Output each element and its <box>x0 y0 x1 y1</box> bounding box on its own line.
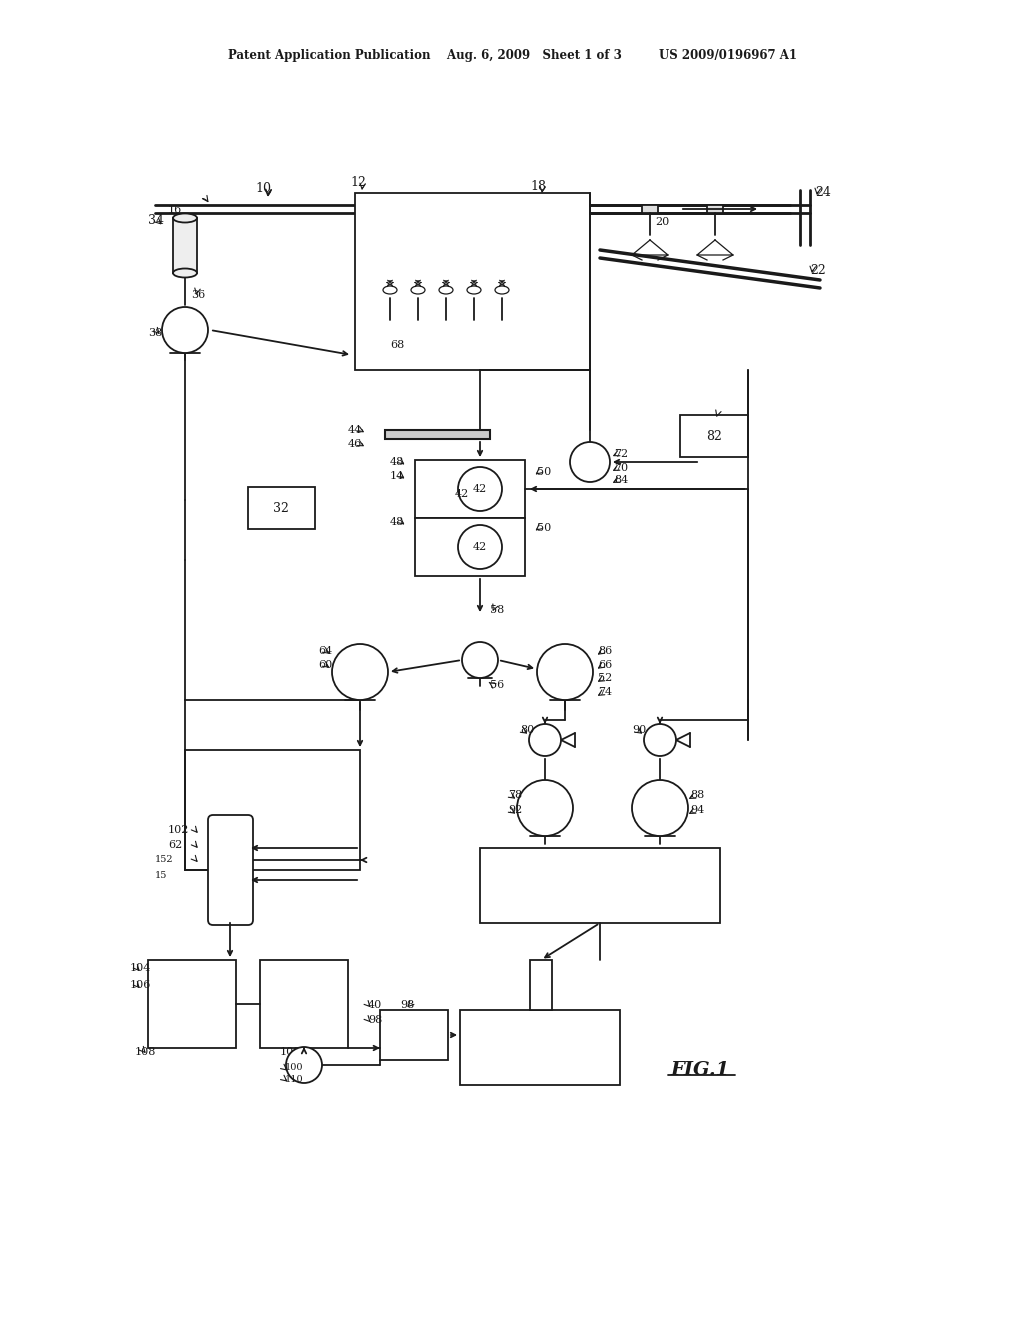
Circle shape <box>537 644 593 700</box>
Text: 98: 98 <box>400 1001 415 1010</box>
Ellipse shape <box>173 268 197 277</box>
Text: 50: 50 <box>537 467 551 477</box>
Text: 42: 42 <box>455 488 469 499</box>
Ellipse shape <box>383 286 397 294</box>
Circle shape <box>570 442 610 482</box>
Ellipse shape <box>411 286 425 294</box>
Bar <box>260 960 348 1048</box>
Text: 48: 48 <box>390 457 404 467</box>
Text: 52: 52 <box>598 673 612 682</box>
Circle shape <box>632 780 688 836</box>
Bar <box>415 459 525 517</box>
Ellipse shape <box>467 286 481 294</box>
Text: 48: 48 <box>390 517 404 527</box>
Text: 108: 108 <box>280 1047 301 1057</box>
Text: 64: 64 <box>318 645 332 656</box>
Text: 78: 78 <box>508 789 522 800</box>
Circle shape <box>458 525 502 569</box>
Text: 100: 100 <box>285 1064 303 1072</box>
Text: 42: 42 <box>473 484 487 494</box>
FancyBboxPatch shape <box>208 814 253 925</box>
Text: 32: 32 <box>273 502 289 515</box>
Text: 24: 24 <box>815 186 830 199</box>
Bar <box>480 847 720 923</box>
Bar <box>248 487 315 529</box>
Text: 108: 108 <box>135 1047 157 1057</box>
Text: 18: 18 <box>530 180 546 193</box>
Bar <box>680 414 748 457</box>
Text: 34: 34 <box>148 214 164 227</box>
Text: 90: 90 <box>632 725 646 735</box>
Text: 94: 94 <box>690 805 705 814</box>
Text: 82: 82 <box>707 429 722 442</box>
Text: 88: 88 <box>690 789 705 800</box>
Text: 20: 20 <box>655 216 670 227</box>
Text: 152: 152 <box>155 855 174 865</box>
Text: 12: 12 <box>350 177 366 190</box>
Circle shape <box>644 723 676 756</box>
Bar <box>460 1010 620 1085</box>
Text: 38: 38 <box>148 327 162 338</box>
Circle shape <box>517 780 573 836</box>
Text: 46: 46 <box>348 440 362 449</box>
Bar <box>185 750 360 870</box>
Text: 44: 44 <box>348 425 362 436</box>
Bar <box>385 430 490 440</box>
Text: 60: 60 <box>318 660 332 671</box>
Bar <box>173 218 197 273</box>
Ellipse shape <box>173 214 197 223</box>
Circle shape <box>332 644 388 700</box>
Text: 102: 102 <box>168 825 189 836</box>
Bar <box>415 517 525 576</box>
Text: 16: 16 <box>168 205 182 215</box>
Bar <box>355 193 590 370</box>
Text: 22: 22 <box>810 264 825 276</box>
Text: 74: 74 <box>598 686 612 697</box>
Bar <box>380 1010 449 1060</box>
Bar <box>530 960 552 1010</box>
Text: 56: 56 <box>490 680 504 690</box>
Bar <box>707 205 723 213</box>
Circle shape <box>462 642 498 678</box>
Text: 98: 98 <box>368 1015 382 1026</box>
Text: 72: 72 <box>614 449 628 459</box>
Circle shape <box>286 1047 322 1082</box>
Text: 15: 15 <box>155 870 167 879</box>
Ellipse shape <box>495 286 509 294</box>
Ellipse shape <box>439 286 453 294</box>
Text: 70: 70 <box>614 463 628 473</box>
Text: 42: 42 <box>473 543 487 552</box>
Text: 58: 58 <box>490 605 504 615</box>
Text: 40: 40 <box>368 1001 382 1010</box>
Bar <box>642 205 658 213</box>
Text: 10: 10 <box>255 181 271 194</box>
Text: 110: 110 <box>285 1076 304 1085</box>
Text: FIG.1: FIG.1 <box>671 1061 730 1078</box>
Text: 106: 106 <box>130 979 152 990</box>
Text: 36: 36 <box>191 290 205 300</box>
Circle shape <box>458 467 502 511</box>
Circle shape <box>529 723 561 756</box>
Text: 66: 66 <box>598 660 612 671</box>
Text: 92: 92 <box>508 805 522 814</box>
Text: 62: 62 <box>168 840 182 850</box>
Text: Patent Application Publication    Aug. 6, 2009   Sheet 1 of 3         US 2009/01: Patent Application Publication Aug. 6, 2… <box>227 49 797 62</box>
Text: 68: 68 <box>390 341 404 350</box>
Circle shape <box>162 308 208 352</box>
Text: 50: 50 <box>537 523 551 533</box>
Text: 80: 80 <box>520 725 535 735</box>
Text: 104: 104 <box>130 964 152 973</box>
Text: 14: 14 <box>390 471 404 480</box>
Bar <box>148 960 236 1048</box>
Text: 86: 86 <box>598 645 612 656</box>
Text: 84: 84 <box>614 475 629 484</box>
